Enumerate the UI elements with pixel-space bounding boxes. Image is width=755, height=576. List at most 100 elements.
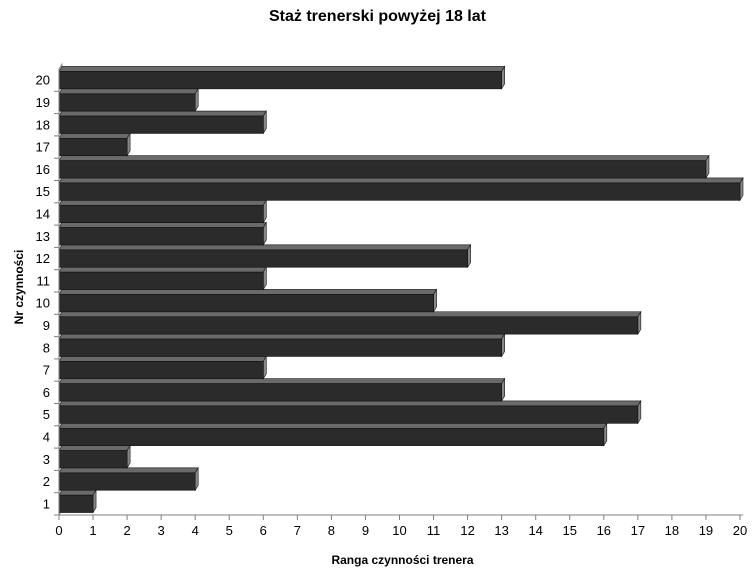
- bar-front-face: [58, 294, 434, 313]
- y-tick-label: 11: [37, 273, 51, 288]
- y-tick-label: 6: [43, 385, 50, 400]
- y-tick-label: 9: [43, 318, 50, 333]
- y-tick-label: 7: [43, 363, 50, 378]
- x-tick-label: 0: [55, 523, 62, 538]
- bar-front-face: [58, 227, 264, 246]
- bar: [58, 288, 438, 313]
- bar-top-face: [58, 445, 131, 451]
- bar: [58, 399, 642, 425]
- bar-front-face: [58, 427, 605, 446]
- bar-top-face: [58, 66, 506, 72]
- bar: [58, 109, 267, 135]
- bar-top-face: [58, 400, 642, 407]
- y-tick-label: 4: [43, 429, 50, 444]
- bar: [58, 243, 472, 269]
- x-tick-label: 19: [699, 523, 713, 538]
- bar-top-face: [58, 333, 506, 340]
- bar-top-face: [58, 489, 97, 496]
- bar-top-face: [58, 467, 199, 474]
- bar-front-face: [58, 494, 94, 513]
- bars-group: [58, 65, 744, 514]
- bar-top-face: [58, 222, 267, 228]
- y-tick-label: 3: [43, 452, 50, 467]
- x-tick-label: 4: [192, 523, 199, 538]
- x-tick-label: 10: [392, 523, 406, 538]
- bar-front-face: [58, 383, 502, 402]
- bar: [58, 310, 642, 336]
- bar-top-face: [58, 88, 199, 95]
- x-tick-label: 6: [260, 523, 267, 538]
- x-tick-label: 14: [528, 523, 542, 538]
- bar: [58, 266, 267, 291]
- bar-top-face: [58, 378, 506, 384]
- x-tick-label: 5: [226, 523, 233, 538]
- x-tick-label: 8: [328, 523, 335, 538]
- y-tick-label: 12: [36, 251, 50, 266]
- bar-top-face: [58, 422, 608, 429]
- x-tick-label: 2: [123, 523, 130, 538]
- x-tick-label: 18: [665, 523, 679, 538]
- bar: [58, 466, 199, 492]
- y-tick-label: 19: [36, 95, 50, 110]
- bar-top-face: [58, 289, 438, 295]
- y-tick-label: 20: [36, 73, 50, 88]
- bar: [58, 221, 267, 247]
- bar-front-face: [58, 138, 128, 157]
- x-tick-label: 9: [362, 523, 369, 538]
- bar: [58, 489, 97, 514]
- x-tick-label: 20: [733, 523, 747, 538]
- x-axis-label: Ranga czynności trenera: [331, 553, 474, 567]
- bar-top-face: [58, 110, 267, 117]
- y-tick-label: 8: [43, 340, 50, 355]
- bar-front-face: [58, 71, 502, 90]
- bar: [58, 87, 199, 113]
- x-tick-labels: 0 1 2 3 4 5 6 7 8 9 10 11 12 13 14 15 16 17 18 19 20: [55, 515, 747, 538]
- bar-top-face: [58, 244, 472, 251]
- x-tick-label: 11: [427, 523, 441, 538]
- bar-top-face: [58, 356, 267, 362]
- bar-front-face: [58, 405, 639, 424]
- y-tick-label: 2: [43, 474, 50, 489]
- bar-top-face: [58, 266, 267, 273]
- bar-top-face: [58, 199, 267, 206]
- bar-front-face: [58, 271, 264, 290]
- bar-front-face: [58, 204, 264, 223]
- bar-front-face: [58, 249, 468, 268]
- bar: [58, 422, 608, 447]
- bar-front-face: [58, 361, 264, 380]
- x-tick-label: 16: [597, 523, 611, 538]
- y-tick-label: 5: [43, 407, 50, 422]
- x-tick-label: 7: [294, 523, 301, 538]
- bar-top-face: [58, 133, 131, 139]
- bar: [58, 355, 267, 380]
- x-tick-label: 13: [494, 523, 508, 538]
- x-tick-label: 12: [460, 523, 474, 538]
- y-tick-label: 10: [36, 296, 50, 311]
- x-tick-label: 1: [89, 523, 96, 538]
- bar-top-face: [58, 177, 744, 184]
- bar: [58, 444, 131, 470]
- y-tick-label: 17: [36, 140, 50, 155]
- bar-front-face: [58, 93, 196, 112]
- y-tick-label: 18: [36, 117, 50, 132]
- bar-top-face: [58, 155, 710, 161]
- bar: [58, 176, 744, 202]
- bar: [58, 154, 710, 180]
- bar-front-face: [58, 160, 707, 179]
- bar-front-face: [58, 115, 264, 134]
- y-tick-label: 15: [36, 184, 50, 199]
- bar-top-face: [58, 311, 642, 318]
- x-tick-label: 17: [631, 523, 645, 538]
- y-tick-label: 16: [36, 162, 50, 177]
- bar: [58, 377, 506, 403]
- bar-front-face: [58, 316, 639, 335]
- y-tick-label: 13: [36, 229, 50, 244]
- y-tick-label: 1: [43, 496, 50, 511]
- bar-front-face: [58, 450, 128, 469]
- y-tick-label: 14: [36, 206, 50, 221]
- bar: [58, 65, 506, 90]
- bar: [58, 199, 267, 224]
- bar: [58, 332, 506, 358]
